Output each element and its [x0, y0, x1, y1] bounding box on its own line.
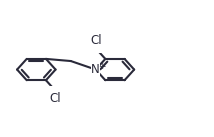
Text: N: N [91, 63, 100, 76]
Text: +: + [98, 62, 106, 71]
Text: Cl: Cl [49, 92, 61, 105]
Text: Cl: Cl [90, 34, 102, 47]
